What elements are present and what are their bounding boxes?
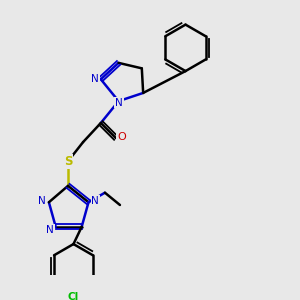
Text: S: S xyxy=(64,155,72,168)
Text: N: N xyxy=(91,74,99,84)
Text: N: N xyxy=(115,98,123,107)
Text: N: N xyxy=(38,196,46,206)
Text: O: O xyxy=(117,132,126,142)
Text: N: N xyxy=(46,225,54,235)
Text: N: N xyxy=(92,196,99,206)
Text: Cl: Cl xyxy=(68,292,79,300)
